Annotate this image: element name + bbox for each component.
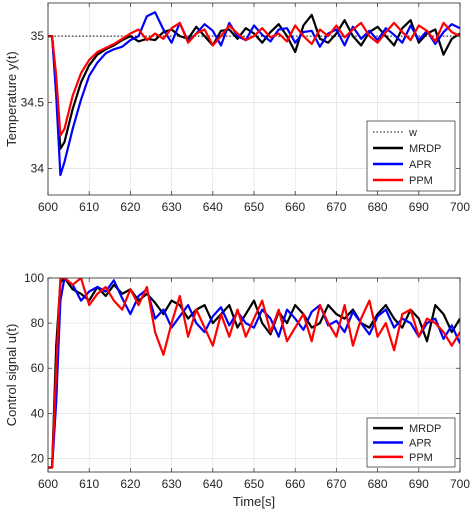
x-tick-label: 620 bbox=[120, 477, 140, 491]
legend: MRDP APR PPM bbox=[366, 417, 456, 468]
legend: w MRDP APR PPM bbox=[366, 120, 456, 192]
x-tick-label: 600 bbox=[38, 477, 58, 491]
series-line-mrdp bbox=[48, 13, 460, 150]
y-tick-label: 80 bbox=[31, 316, 45, 330]
x-tick-label: 700 bbox=[450, 477, 470, 491]
y-tick-label: 34 bbox=[31, 162, 45, 176]
series-group bbox=[48, 11, 460, 177]
series-line-ppm bbox=[48, 21, 460, 137]
x-tick-label: 660 bbox=[285, 477, 305, 491]
x-tick-label: 630 bbox=[162, 477, 182, 491]
x-tick-label: 630 bbox=[162, 200, 182, 214]
x-tick-label: 620 bbox=[120, 200, 140, 214]
x-tick-label: 680 bbox=[368, 477, 388, 491]
y-tick-label: 100 bbox=[24, 271, 44, 285]
legend-label-mrdp: MRDP bbox=[409, 143, 441, 155]
y-tick-label: 34.5 bbox=[21, 95, 45, 109]
legend-label-w: w bbox=[408, 127, 417, 139]
legend-label-mrdp: MRDP bbox=[409, 423, 441, 435]
x-tick-label: 610 bbox=[79, 477, 99, 491]
series-group bbox=[48, 278, 460, 469]
x-tick-label: 670 bbox=[326, 200, 346, 214]
x-tick-label: 610 bbox=[79, 200, 99, 214]
series-line-ppm bbox=[48, 278, 460, 469]
y-tick-label: 60 bbox=[31, 361, 45, 375]
x-tick-label: 650 bbox=[244, 477, 264, 491]
x-tick-label: 660 bbox=[285, 200, 305, 214]
y-tick-label: 35 bbox=[31, 29, 45, 43]
x-tick-label: 650 bbox=[244, 200, 264, 214]
legend-label-apr: APR bbox=[409, 159, 432, 171]
x-tick-label: 640 bbox=[203, 200, 223, 214]
series-line-mrdp bbox=[48, 278, 460, 469]
x-axis-label: Time[s] bbox=[233, 494, 275, 509]
legend-label-ppm: PPM bbox=[409, 175, 433, 187]
legend-label-apr: APR bbox=[409, 438, 432, 450]
x-tick-label: 690 bbox=[409, 477, 429, 491]
x-tick-label: 670 bbox=[326, 477, 346, 491]
x-tick-label: 690 bbox=[409, 200, 429, 214]
x-tick-label: 700 bbox=[450, 200, 470, 214]
x-tick-label: 600 bbox=[38, 200, 58, 214]
y-tick-label: 40 bbox=[31, 406, 45, 420]
y-axis-label: Control signal u(t) bbox=[4, 324, 19, 427]
y-tick-label: 20 bbox=[31, 451, 45, 465]
legend-label-ppm: PPM bbox=[409, 452, 433, 464]
x-tick-label: 680 bbox=[368, 200, 388, 214]
chart-panel-2: 600 610 620 630 640 650 660 670 680 690 700 20 40 60 8… bbox=[4, 271, 470, 509]
chart-panel-1: 600 610 620 630 640 650 660 670 680 690 700 34 34.5 3… bbox=[4, 2, 470, 214]
x-tick-label: 640 bbox=[203, 477, 223, 491]
y-axis-label: Temperature y(t) bbox=[4, 51, 19, 146]
